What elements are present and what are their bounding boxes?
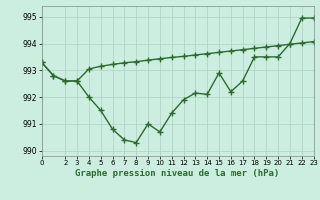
X-axis label: Graphe pression niveau de la mer (hPa): Graphe pression niveau de la mer (hPa): [76, 169, 280, 178]
